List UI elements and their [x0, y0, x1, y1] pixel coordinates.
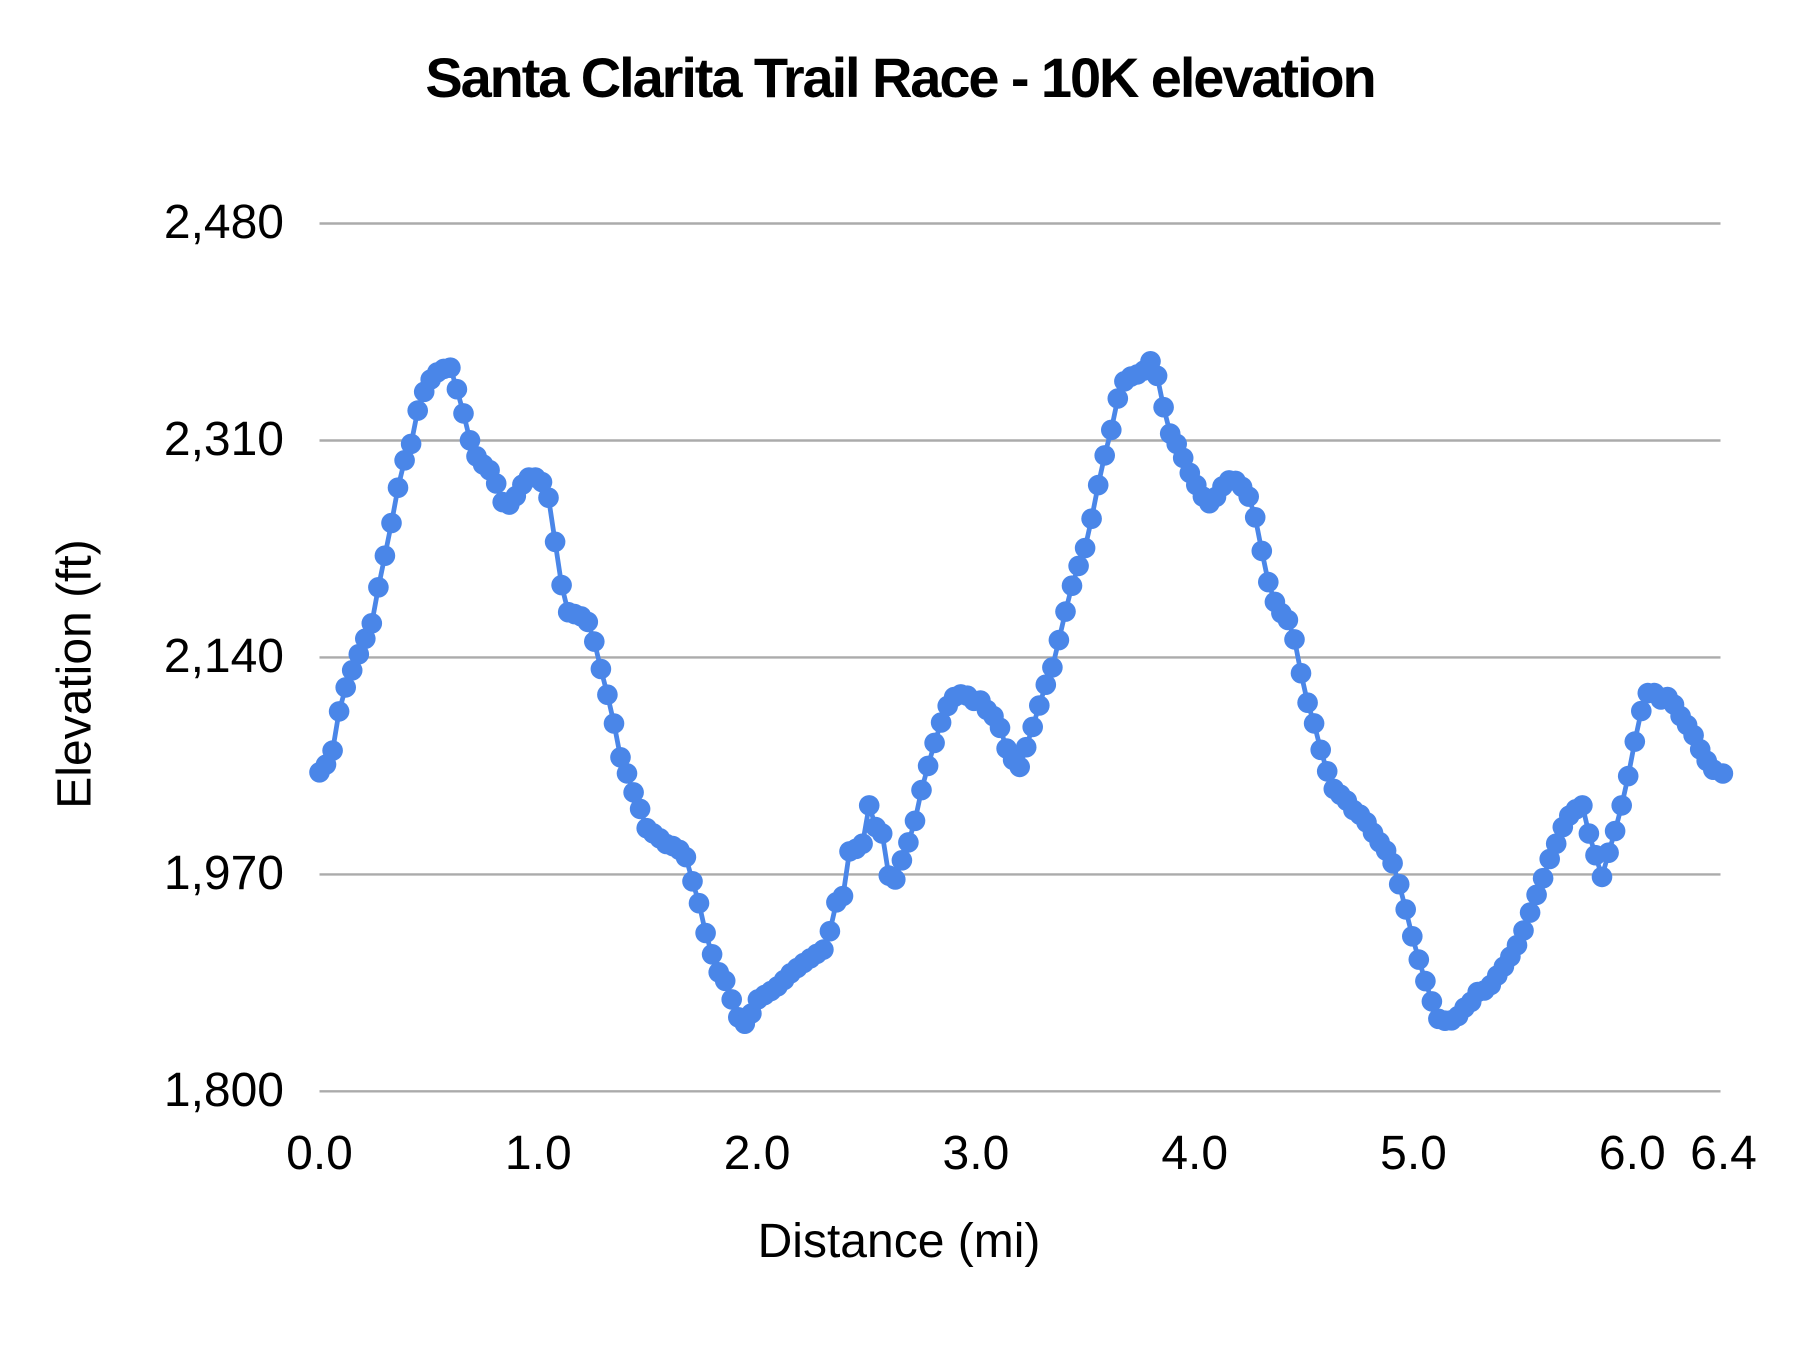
svg-text:0.0: 0.0: [286, 1127, 353, 1180]
svg-text:4.0: 4.0: [1161, 1127, 1228, 1180]
svg-text:6.4: 6.4: [1690, 1127, 1757, 1180]
svg-text:1,800: 1,800: [164, 1064, 284, 1117]
svg-text:2,480: 2,480: [164, 196, 284, 249]
svg-text:Santa Clarita Trail Race - 10K: Santa Clarita Trail Race - 10K elevation: [425, 46, 1374, 109]
svg-text:Elevation (ft): Elevation (ft): [49, 539, 102, 808]
svg-text:6.0: 6.0: [1599, 1127, 1666, 1180]
svg-text:1,970: 1,970: [164, 847, 284, 900]
svg-text:2.0: 2.0: [724, 1127, 791, 1180]
svg-text:1.0: 1.0: [505, 1127, 572, 1180]
svg-text:5.0: 5.0: [1380, 1127, 1447, 1180]
svg-text:3.0: 3.0: [943, 1127, 1010, 1180]
svg-text:2,140: 2,140: [164, 630, 284, 683]
svg-text:Distance (mi): Distance (mi): [758, 1215, 1041, 1268]
svg-text:2,310: 2,310: [164, 413, 284, 466]
